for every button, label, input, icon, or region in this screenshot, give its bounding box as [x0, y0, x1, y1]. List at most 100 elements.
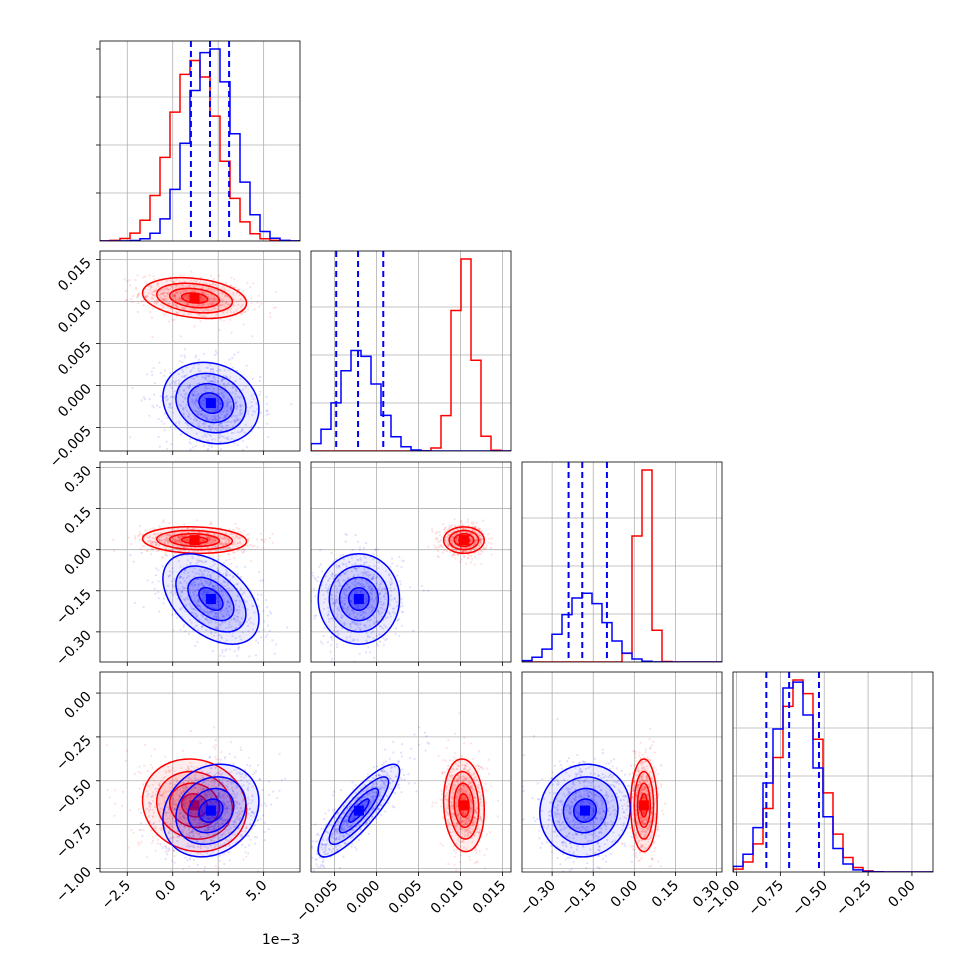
scatter-point [187, 424, 190, 427]
scatter-point [434, 532, 437, 535]
scatter-point [477, 553, 480, 556]
scatter-point [209, 574, 212, 577]
scatter-point [465, 550, 468, 553]
scatter-point [218, 575, 221, 578]
scatter-point [204, 385, 207, 388]
scatter-point [474, 525, 477, 528]
scatter-point [213, 563, 216, 566]
scatter-point [365, 579, 368, 582]
scatter-point [169, 789, 172, 792]
scatter-point [152, 532, 156, 536]
scatter-point [409, 586, 412, 589]
scatter-point [181, 284, 184, 287]
scatter-point [226, 599, 229, 603]
scatter-point [370, 605, 373, 608]
scatter-point [213, 283, 217, 286]
scatter-point [209, 370, 212, 373]
scatter-point [240, 305, 243, 308]
scatter-point [233, 551, 236, 554]
scatter-point [166, 287, 169, 291]
scatter-point [463, 556, 466, 559]
scatter-point [145, 549, 148, 552]
scatter-point [194, 356, 197, 359]
scatter-point [302, 627, 304, 629]
scatter-point [166, 291, 169, 294]
scatter-point [238, 599, 241, 602]
scatter-point [332, 629, 335, 632]
scatter-point [179, 300, 182, 303]
scatter-point [461, 546, 464, 550]
scatter-point [247, 410, 250, 413]
scatter-point [192, 393, 195, 396]
scatter-point [196, 601, 199, 604]
scatter-point [183, 348, 186, 351]
scatter-point [346, 597, 349, 600]
scatter-point [473, 538, 477, 541]
scatter-point [240, 429, 243, 433]
scatter-point [219, 587, 222, 591]
scatter-point [200, 625, 203, 629]
scatter-point [227, 420, 230, 423]
scatter-point [164, 538, 167, 541]
scatter-point [187, 416, 190, 419]
scatter-point [166, 539, 169, 542]
scatter-point [450, 541, 454, 544]
scatter-point [209, 368, 212, 371]
scatter-point [246, 624, 250, 627]
scatter-point [121, 804, 124, 808]
scatter-point [202, 299, 205, 302]
scatter-point [159, 807, 162, 810]
scatter-point [478, 543, 481, 546]
scatter-point [226, 414, 229, 417]
scatter-point [156, 283, 159, 286]
scatter-point [215, 758, 218, 761]
scatter-point [224, 416, 227, 419]
scatter-point [205, 418, 208, 421]
scatter-point [239, 431, 242, 434]
scatter-point [472, 521, 475, 524]
scatter-point [231, 366, 235, 369]
scatter-point [140, 551, 143, 555]
scatter-point [344, 572, 347, 575]
scatter-point [179, 575, 182, 578]
scatter-point [194, 410, 197, 413]
scatter-point [206, 619, 210, 622]
scatter-point [209, 536, 212, 540]
scatter-point [225, 604, 228, 607]
scatter-point [341, 605, 344, 609]
scatter-point [200, 582, 203, 586]
scatter-point [356, 605, 359, 608]
scatter-point [184, 289, 187, 292]
scatter-point [199, 295, 202, 298]
scatter-point [478, 533, 481, 536]
scatter-point [238, 635, 241, 638]
scatter-point [202, 593, 205, 596]
scatter-point [218, 435, 221, 438]
scatter-point [190, 398, 194, 401]
scatter-point [478, 527, 481, 531]
scatter-point [232, 528, 235, 532]
scatter-point [199, 320, 202, 323]
scatter-point [184, 285, 187, 288]
scatter-point [198, 304, 201, 307]
scatter-point [196, 406, 199, 409]
scatter-point [453, 553, 456, 556]
scatter-point [365, 541, 368, 545]
scatter-point [374, 548, 378, 551]
scatter-point [251, 605, 254, 608]
scatter-point [220, 422, 223, 425]
scatter-point [350, 631, 353, 634]
scatter-point [255, 402, 258, 405]
scatter-point [219, 402, 222, 405]
scatter-point [199, 370, 202, 373]
scatter-point [227, 609, 230, 613]
scatter-point [222, 303, 225, 306]
scatter-point [349, 600, 352, 603]
scatter-point [221, 542, 224, 545]
scatter-point [256, 598, 259, 601]
scatter-point [450, 554, 454, 558]
scatter-point [232, 576, 235, 579]
scatter-point [211, 538, 214, 542]
scatter-point [199, 569, 202, 572]
scatter-point [162, 602, 165, 605]
